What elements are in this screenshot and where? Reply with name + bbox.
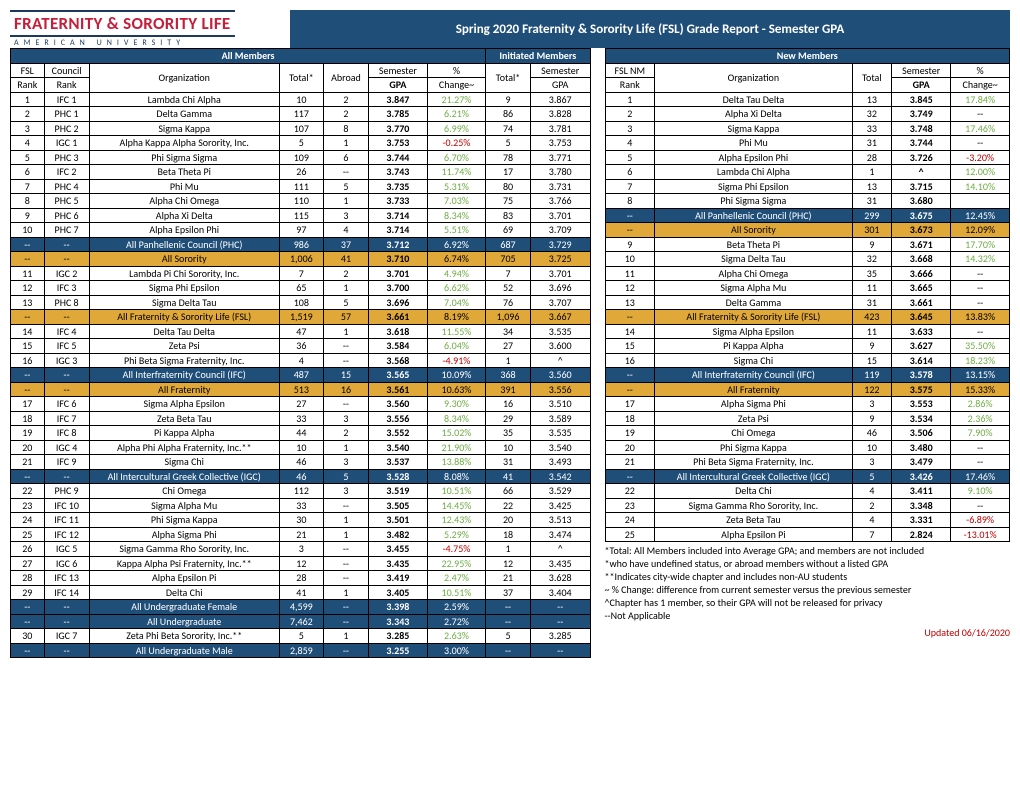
table-row: 3PHC 2Sigma Kappa 10783.770 6.99%743.781 [11, 121, 591, 136]
table-row: 19IFC 8Pi Kappa Alpha 4423.552 15.02%353… [11, 426, 591, 441]
logo-main: FRATERNITY & SORORITY LIFE [10, 10, 235, 37]
table-row: 20IGC 4Alpha Phi Alpha Fraternity, Inc.*… [11, 440, 591, 455]
table-row: --All Intercultural Greek Collective (IG… [605, 469, 1010, 484]
table-row: 22PHC 9Chi Omega 11233.519 10.51%663.529 [11, 484, 591, 499]
table-row: 4Phi Mu31 3.744-- [605, 136, 1010, 151]
footnote-line: ^Chapter has 1 member, so their GPA will… [605, 596, 1011, 609]
table-row: 23Sigma Gamma Rho Sorority, Inc.2 3.348-… [605, 498, 1010, 513]
footnote-line: --Not Applicable [605, 609, 1011, 622]
table-row: ----All Undergraduate Female 4,599--3.39… [11, 600, 591, 615]
table-row: ----All Fraternity 513163.561 10.63%3913… [11, 382, 591, 397]
table-row: 28IFC 13Alpha Epsilon Pi 28--3.419 2.47%… [11, 571, 591, 586]
table-row: 5Alpha Epsilon Phi28 3.726-3.20% [605, 150, 1010, 165]
table-row: 2PHC 1Delta Gamma 11723.785 6.21%863.828 [11, 107, 591, 122]
table-row: 1Delta Tau Delta13 3.84517.84% [605, 92, 1010, 107]
table-row: 25IFC 12Alpha Sigma Phi 2113.482 5.29%18… [11, 527, 591, 542]
table-row: 1IFC 1Lambda Chi Alpha 1023.847 21.27%93… [11, 92, 591, 107]
table-row: 9PHC 6Alpha Xi Delta 11533.714 8.34%833.… [11, 208, 591, 223]
table-row: 10PHC 7Alpha Epsilon Phi 9743.714 5.51%6… [11, 223, 591, 238]
table-row: --All Panhellenic Council (PHC)299 3.675… [605, 208, 1010, 223]
logo-sub: AMERICAN UNIVERSITY [10, 38, 290, 48]
table-row: 18Zeta Psi9 3.5342.36% [605, 411, 1010, 426]
table-row: 7PHC 4Phi Mu 11153.735 5.31%803.731 [11, 179, 591, 194]
table-row: ----All Interfraternity Council (IFC) 48… [11, 368, 591, 383]
table-row: 25Alpha Epsilon Pi7 2.824-13.01% [605, 527, 1010, 542]
section-init: Initiated Members [486, 49, 590, 64]
table-row: 17IFC 6Sigma Alpha Epsilon 27--3.560 9.3… [11, 397, 591, 412]
table-row: 23IFC 10Sigma Alpha Mu 33--3.505 14.45%2… [11, 498, 591, 513]
table-row: 13Delta Gamma31 3.661-- [605, 295, 1010, 310]
table-row: 8Phi Sigma Sigma31 3.680 [605, 194, 1010, 209]
table-row: 29IFC 14Delta Chi 4113.405 10.51%373.404 [11, 585, 591, 600]
table-row: 16IGC 3Phi Beta Sigma Fraternity, Inc. 4… [11, 353, 591, 368]
table-row: --All Fraternity122 3.57515.33% [605, 382, 1010, 397]
table-row: 15Pi Kappa Alpha9 3.62735.50% [605, 339, 1010, 354]
table-row: 27IGC 6Kappa Alpha Psi Fraternity, Inc.*… [11, 556, 591, 571]
table-row: ----All Undergraduate 7,462--3.343 2.72%… [11, 614, 591, 629]
updated-date: Updated 06/16/2020 [605, 626, 1011, 639]
table-row: 14IFC 4Delta Tau Delta 4713.618 11.55%34… [11, 324, 591, 339]
left-table: All Members Initiated Members FSLCouncil… [10, 48, 591, 658]
table-row: 10Sigma Delta Tau32 3.66814.32% [605, 252, 1010, 267]
table-row: 24Zeta Beta Tau4 3.331-6.89% [605, 513, 1010, 528]
table-row: 6Lambda Chi Alpha1 ^12.00% [605, 165, 1010, 180]
table-row: ----All Intercultural Greek Collective (… [11, 469, 591, 484]
footnote-line: *Total: All Members included into Averag… [605, 544, 1011, 557]
table-row: ----All Fraternity & Sorority Life (FSL)… [11, 310, 591, 325]
table-row: ----All Panhellenic Council (PHC) 986373… [11, 237, 591, 252]
table-row: 2Alpha Xi Delta32 3.749-- [605, 107, 1010, 122]
table-row: 21Phi Beta Sigma Fraternity, Inc.3 3.479… [605, 455, 1010, 470]
table-row: 18IFC 7Zeta Beta Tau 3333.556 8.34%293.5… [11, 411, 591, 426]
table-row: ----All Undergraduate Male 2,859--3.255 … [11, 643, 591, 658]
table-row: 7Sigma Phi Epsilon13 3.71514.10% [605, 179, 1010, 194]
right-table: New MembersFSL NM Organization Total Sem… [605, 48, 1011, 542]
table-row: 11Alpha Chi Omega35 3.666-- [605, 266, 1010, 281]
table-row: 9Beta Theta Pi9 3.67117.70% [605, 237, 1010, 252]
table-row: 12IFC 3Sigma Phi Epsilon 6513.700 6.62%5… [11, 281, 591, 296]
table-row: 19Chi Omega46 3.5067.90% [605, 426, 1010, 441]
table-row: 20Phi Sigma Kappa10 3.480-- [605, 440, 1010, 455]
table-row: 11IGC 2Lambda Pi Chi Sorority, Inc. 723.… [11, 266, 591, 281]
logo: FRATERNITY & SORORITY LIFE AMERICAN UNIV… [10, 10, 290, 48]
table-row: 24IFC 11Phi Sigma Kappa 3013.501 12.43%2… [11, 513, 591, 528]
table-row: 8PHC 5Alpha Chi Omega 11013.733 7.03%753… [11, 194, 591, 209]
table-row: 26IGC 5Sigma Gamma Rho Sorority, Inc. 3-… [11, 542, 591, 557]
table-row: 21IFC 9Sigma Chi 4633.537 13.88%313.493 [11, 455, 591, 470]
table-row: --All Fraternity & Sorority Life (FSL)42… [605, 310, 1010, 325]
table-row: 14Sigma Alpha Epsilon11 3.633-- [605, 324, 1010, 339]
footnote-line: **Indicates city-wide chapter and includ… [605, 570, 1011, 583]
table-row: ----All Sorority 1,006413.710 6.74%7053.… [11, 252, 591, 267]
table-row: 30IGC 7Zeta Phi Beta Sorority, Inc.** 51… [11, 629, 591, 644]
section-all: All Members [11, 49, 486, 64]
table-row: 22Delta Chi4 3.4119.10% [605, 484, 1010, 499]
table-row: 13PHC 8Sigma Delta Tau 10853.696 7.04%76… [11, 295, 591, 310]
footnote-line: *who have undefined status, or abroad me… [605, 557, 1011, 570]
footnotes: *Total: All Members included into Averag… [605, 544, 1011, 622]
table-row: 15IFC 5Zeta Psi 36--3.584 6.04%273.600 [11, 339, 591, 354]
table-row: 5PHC 3Phi Sigma Sigma 10963.744 6.70%783… [11, 150, 591, 165]
table-row: 6IFC 2Beta Theta Pi 26--3.743 11.74%173.… [11, 165, 591, 180]
table-row: 4IGC 1Alpha Kappa Alpha Sorority, Inc. 5… [11, 136, 591, 151]
table-row: 3Sigma Kappa33 3.74817.46% [605, 121, 1010, 136]
footnote-line: ~ % Change: difference from current seme… [605, 583, 1011, 596]
report-title: Spring 2020 Fraternity & Sorority Life (… [290, 10, 1010, 48]
table-row: --All Interfraternity Council (IFC)119 3… [605, 368, 1010, 383]
table-row: 16Sigma Chi15 3.61418.23% [605, 353, 1010, 368]
table-row: 17Alpha Sigma Phi3 3.5532.86% [605, 397, 1010, 412]
table-row: --All Sorority301 3.67312.09% [605, 223, 1010, 238]
table-row: 12Sigma Alpha Mu11 3.665-- [605, 281, 1010, 296]
section-new: New Members [605, 49, 1010, 64]
